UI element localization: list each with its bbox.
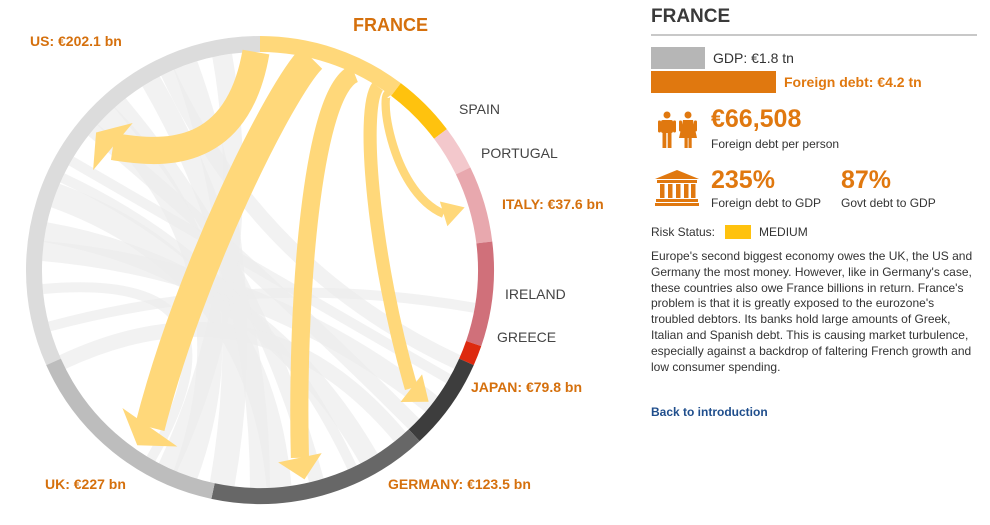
flow-arrowhead-italy [439,201,465,227]
background-chord [41,241,438,413]
flow-france-to-germany[interactable] [290,65,360,459]
bank-icon [655,170,699,206]
foreign-debt-to-gdp-value: 235% [711,166,775,194]
country-label-greece[interactable]: GREECE [497,329,556,345]
ring-segment-france[interactable] [259,36,401,96]
source-country-label: FRANCE [353,15,428,35]
country-description: Europe's second biggest economy owes the… [651,249,973,374]
ring-segment-uk[interactable] [46,358,215,499]
govt-debt-to-gdp-caption: Govt debt to GDP [841,196,936,210]
ring-segment-ireland[interactable] [466,241,494,347]
foreign-debt-to-gdp-caption: Foreign debt to GDP [711,196,822,210]
govt-debt-to-gdp-value: 87% [841,166,892,194]
country-label-spain[interactable]: SPAIN [459,101,500,117]
risk-status-value: MEDIUM [759,225,808,239]
title-divider [651,34,977,36]
background-chord [161,69,461,369]
panel-title: FRANCE [651,6,731,27]
flow-france-to-japan[interactable] [363,82,418,391]
debt-per-person-value: €66,508 [711,105,802,133]
foreign-debt-bar [651,71,776,93]
ring-segment-portugal[interactable] [434,129,471,175]
country-labels: FRANCE US: €202.1 bn SPAIN PORTUGAL ITALY: €… [30,15,604,492]
flow-arrowhead-germany [278,453,322,480]
country-ring [26,36,494,504]
back-to-introduction-link[interactable]: Back to introduction [651,405,768,419]
flow-arrowhead-uk [122,408,178,447]
country-label-germany[interactable]: GERMANY: €123.5 bn [388,476,531,492]
france-flows [93,47,465,480]
ring-segment-spain[interactable] [391,83,447,139]
ring-segment-us[interactable] [26,36,261,366]
ring-segment-italy[interactable] [455,167,493,244]
gdp-label: GDP: €1.8 tn [713,50,794,66]
flow-france-to-italy[interactable] [381,89,446,218]
foreign-debt-label: Foreign debt: €4.2 tn [784,74,922,90]
country-label-portugal[interactable]: PORTUGAL [481,145,558,161]
risk-status-label: Risk Status: [651,225,716,239]
ring-segment-japan[interactable] [408,358,474,442]
country-label-us[interactable]: US: €202.1 bn [30,33,122,49]
gdp-bar [651,47,705,69]
flow-arrowhead-japan [400,374,429,402]
debt-chord-diagram: FRANCE US: €202.1 bn SPAIN PORTUGAL ITALY: €… [26,15,604,504]
country-label-ireland[interactable]: IRELAND [505,286,566,302]
risk-status: Risk Status: MEDIUM [651,225,808,239]
country-label-italy[interactable]: ITALY: €37.6 bn [502,196,604,212]
country-label-uk[interactable]: UK: €227 bn [45,476,126,492]
debt-per-person-caption: Foreign debt per person [711,137,840,151]
foreign-debt-row: Foreign debt: €4.2 tn [651,71,922,93]
flow-france-to-us[interactable] [110,49,270,164]
gdp-row: GDP: €1.8 tn [651,47,794,69]
country-label-japan[interactable]: JAPAN: €79.8 bn [471,379,582,395]
background-chord [142,76,270,489]
ring-segment-greece[interactable] [459,340,482,366]
flow-france-to-uk[interactable] [135,47,323,431]
ring-segment-germany[interactable] [211,429,420,504]
people-icon [658,111,697,148]
flow-arrowhead-us [93,122,133,171]
risk-status-swatch [725,225,752,239]
